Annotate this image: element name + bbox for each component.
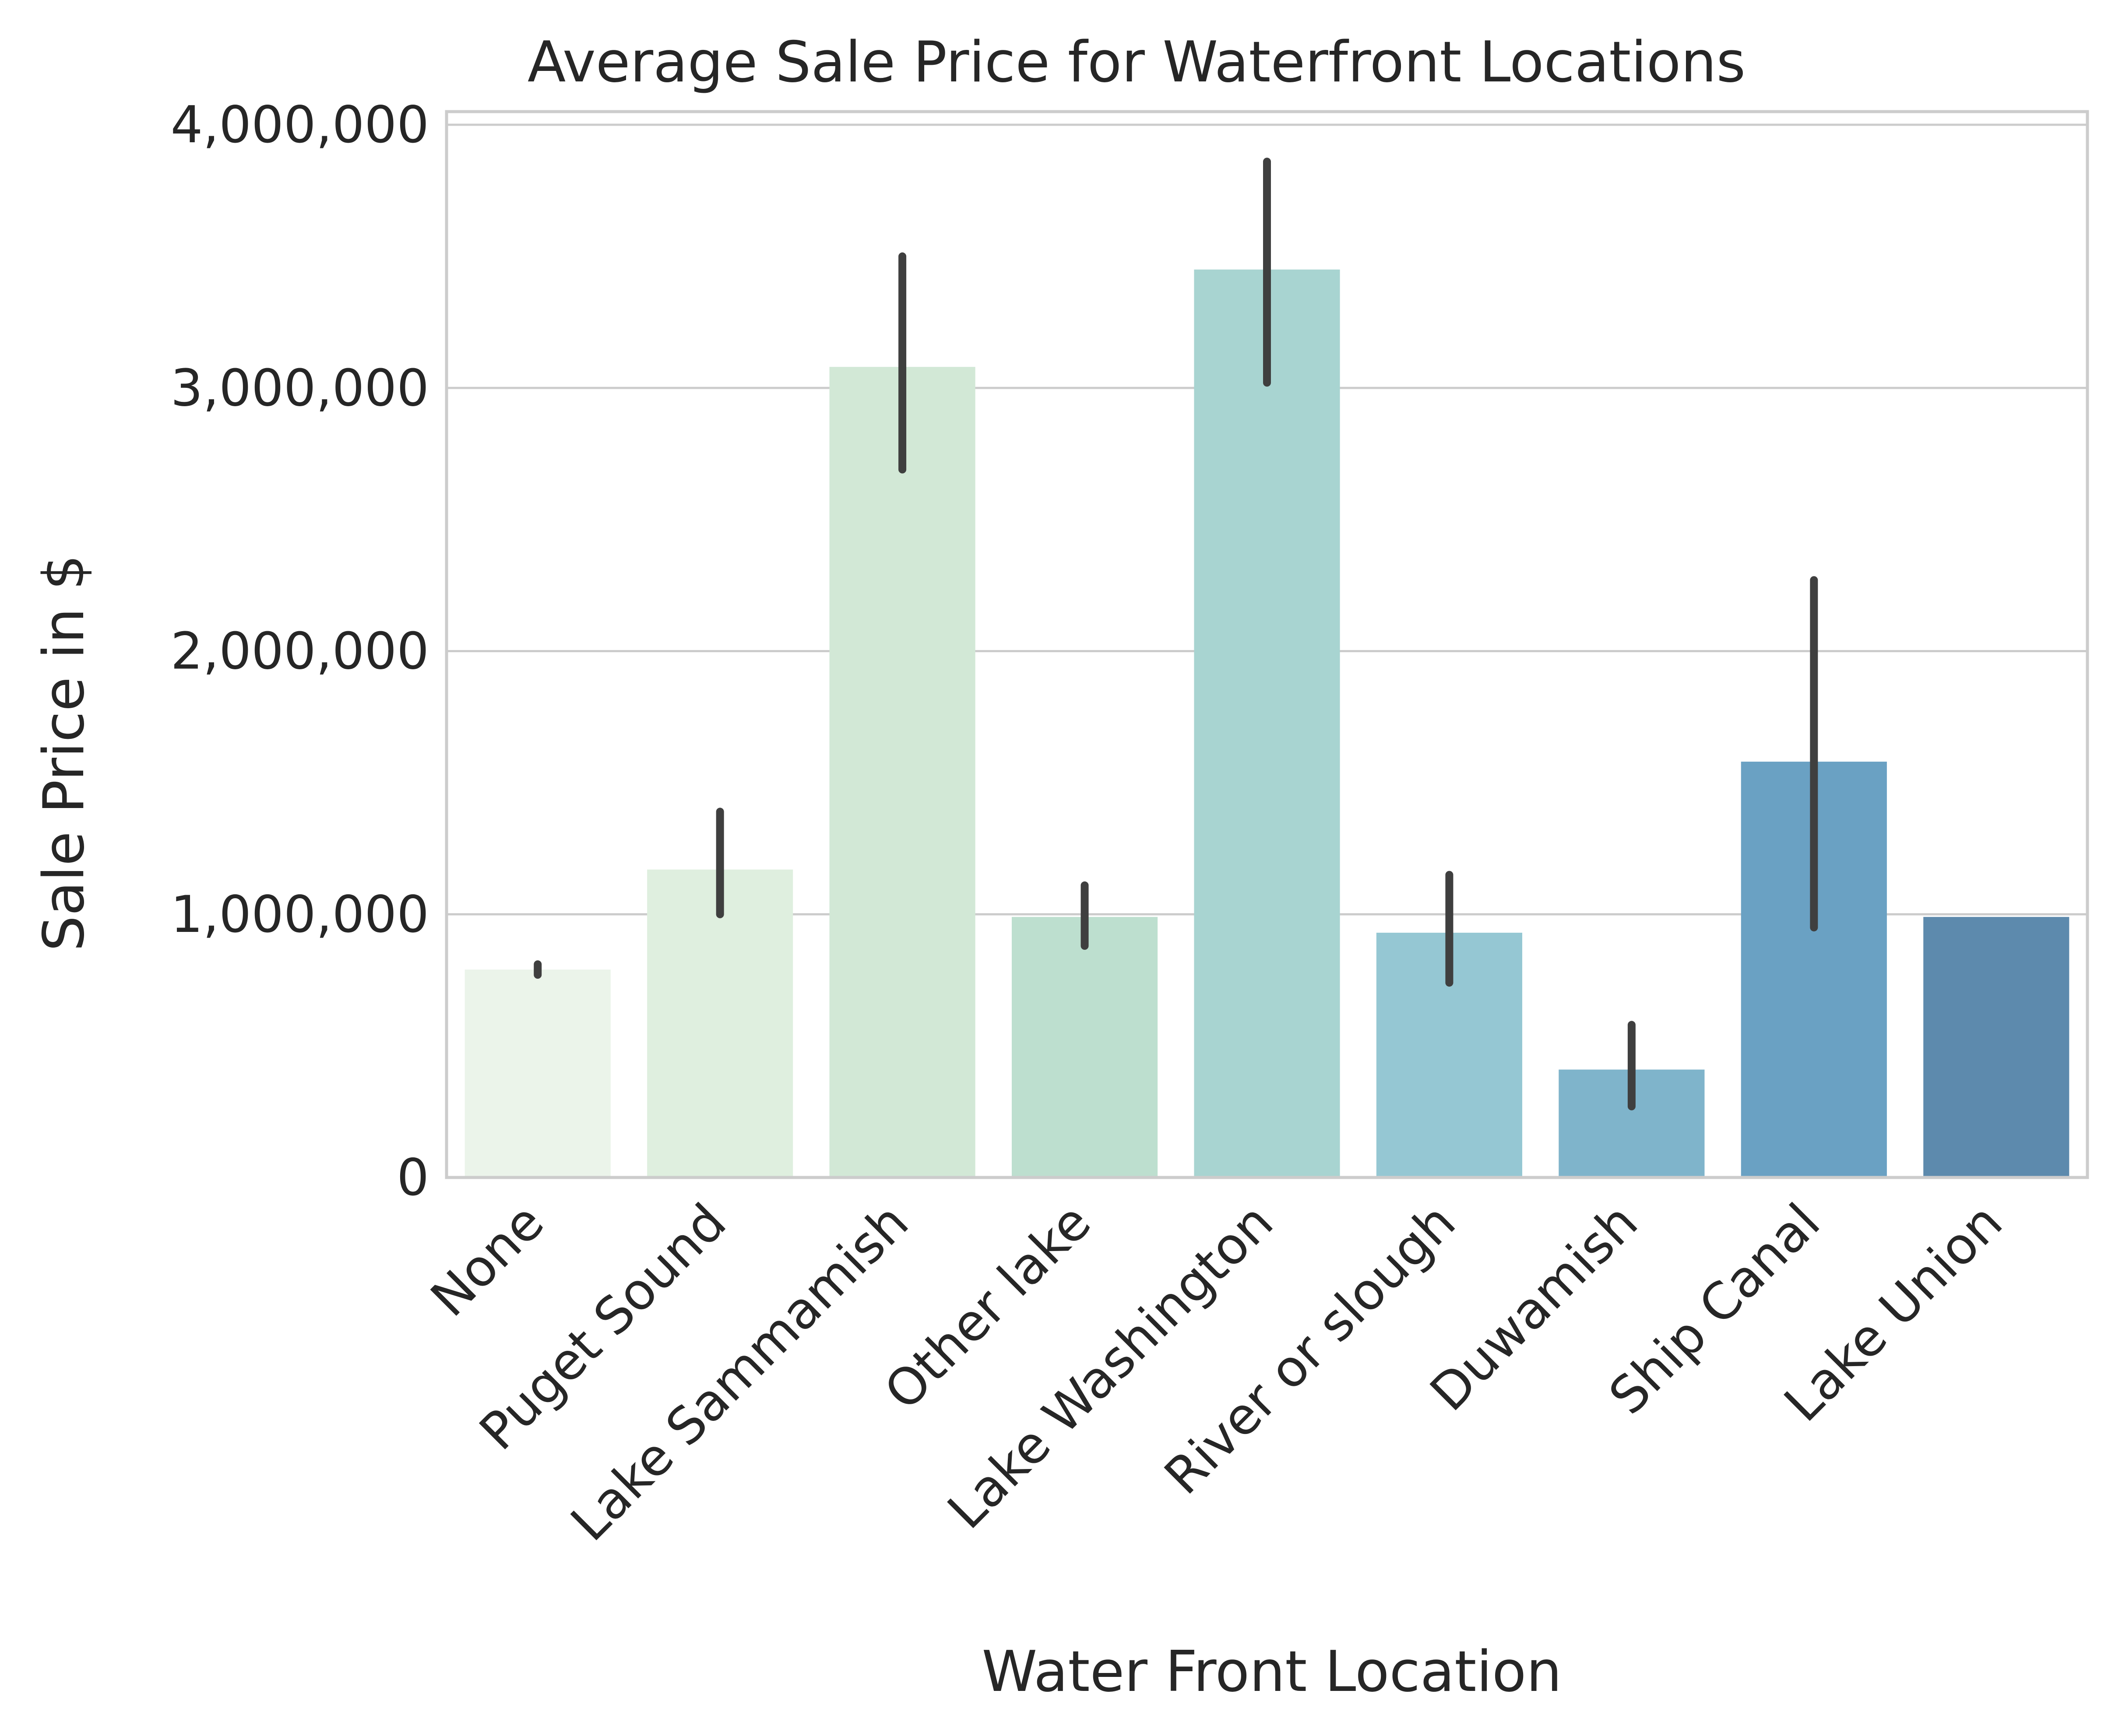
y-tick-label: 1,000,000 <box>171 885 429 944</box>
chart-title: Average Sale Price for Waterfront Locati… <box>528 30 1746 95</box>
error-bars <box>534 158 1818 1110</box>
y-tick-labels: 0 1,000,000 2,000,000 3,000,000 4,000,000 <box>171 95 429 1207</box>
y-tick-label: 2,000,000 <box>171 622 429 681</box>
y-axis-label: Sale Price in $ <box>32 555 97 951</box>
bar <box>647 869 793 1177</box>
x-axis-label: Water Front Location <box>982 1639 1562 1704</box>
bar <box>829 367 975 1177</box>
bar <box>465 970 611 1177</box>
bars <box>465 269 2069 1177</box>
bar <box>1011 917 1158 1177</box>
bar <box>1194 269 1340 1177</box>
y-tick-label: 3,000,000 <box>171 358 429 418</box>
plot-frame <box>445 110 2089 1179</box>
y-tick-label: 4,000,000 <box>171 95 429 155</box>
bar <box>1923 917 2069 1177</box>
y-tick-label: 0 <box>397 1148 429 1207</box>
